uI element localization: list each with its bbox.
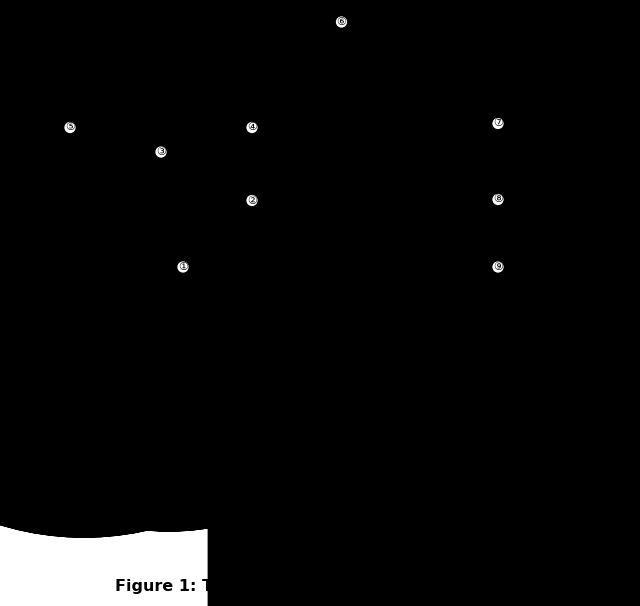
Text: Backward Module:
Attribution Analysis: Backward Module: Attribution Analysis	[410, 144, 559, 178]
Text: ⑧  Merge and rank root causes resulting from multiple targets: ⑧ Merge and rank root causes resulting f…	[18, 488, 400, 501]
Text: ⑦: ⑦	[493, 119, 503, 128]
FancyBboxPatch shape	[14, 48, 324, 116]
Text: ①  Collect and aggregate data into time series database: ① Collect and aggregate data into time s…	[18, 341, 364, 354]
Text: ⑦  Compute the attribution of the candidates chosen by BMFS: ⑦ Compute the attribution of the candida…	[18, 467, 400, 480]
Text: ③: ③	[156, 147, 166, 157]
FancyBboxPatch shape	[345, 131, 623, 191]
Text: Target AD: Target AD	[205, 159, 270, 171]
Text: ④: ④	[247, 122, 257, 133]
Text: BALANCE: BALANCE	[575, 35, 627, 45]
Text: Forward Module:
BMFS: Forward Module: BMFS	[417, 65, 551, 99]
FancyBboxPatch shape	[14, 210, 324, 258]
FancyBboxPatch shape	[168, 139, 308, 191]
Text: ②  Conduct real-time anomaly detection(AD) on targets: ② Conduct real-time anomaly detection(AD…	[18, 362, 360, 375]
FancyBboxPatch shape	[345, 48, 623, 116]
Text: Data Collection: Data Collection	[116, 291, 222, 305]
Text: ⑥  Train the forward BMFS model: ⑥ Train the forward BMFS model	[18, 446, 221, 459]
Text: Target and Candidates Data
Loader and Organizer: Target and Candidates Data Loader and Or…	[67, 65, 271, 99]
FancyBboxPatch shape	[345, 276, 623, 321]
Text: ⑤  Load (abnormal) candidates corresponding to the targets: ⑤ Load (abnormal) candidates correspondi…	[18, 425, 388, 438]
Text: ⑥: ⑥	[337, 17, 346, 27]
FancyBboxPatch shape	[14, 139, 154, 191]
Text: ②: ②	[247, 196, 257, 205]
Text: ⑧: ⑧	[493, 195, 503, 204]
Text: Time Series Database: Time Series Database	[93, 227, 245, 241]
Text: ⑤: ⑤	[65, 122, 75, 133]
FancyBboxPatch shape	[14, 276, 324, 321]
Text: ④  Load abnormal targets: ④ Load abnormal targets	[18, 404, 176, 417]
Text: Candidates AD: Candidates AD	[35, 159, 133, 171]
Text: Figure 1: The overall framework of BALANCE.: Figure 1: The overall framework of BALAN…	[115, 579, 525, 594]
Text: ⑨: ⑨	[493, 262, 503, 272]
Text: Merging Module:
Intersection and Union Explanation: Merging Module: Intersection and Union E…	[362, 217, 606, 249]
Text: ⑨  Send root causes to recovery decision maker: ⑨ Send root causes to recovery decision …	[18, 509, 314, 522]
Text: ③  Trigger AD on candidates to reduce its number(optional): ③ Trigger AD on candidates to reduce its…	[18, 383, 383, 396]
Text: Root Cause Analysis Service: Root Cause Analysis Service	[13, 35, 170, 45]
Text: ①: ①	[178, 262, 188, 272]
Text: Recovery Decision Maker: Recovery Decision Maker	[397, 291, 572, 305]
FancyBboxPatch shape	[333, 33, 631, 328]
FancyBboxPatch shape	[345, 208, 623, 258]
FancyBboxPatch shape	[8, 33, 546, 328]
